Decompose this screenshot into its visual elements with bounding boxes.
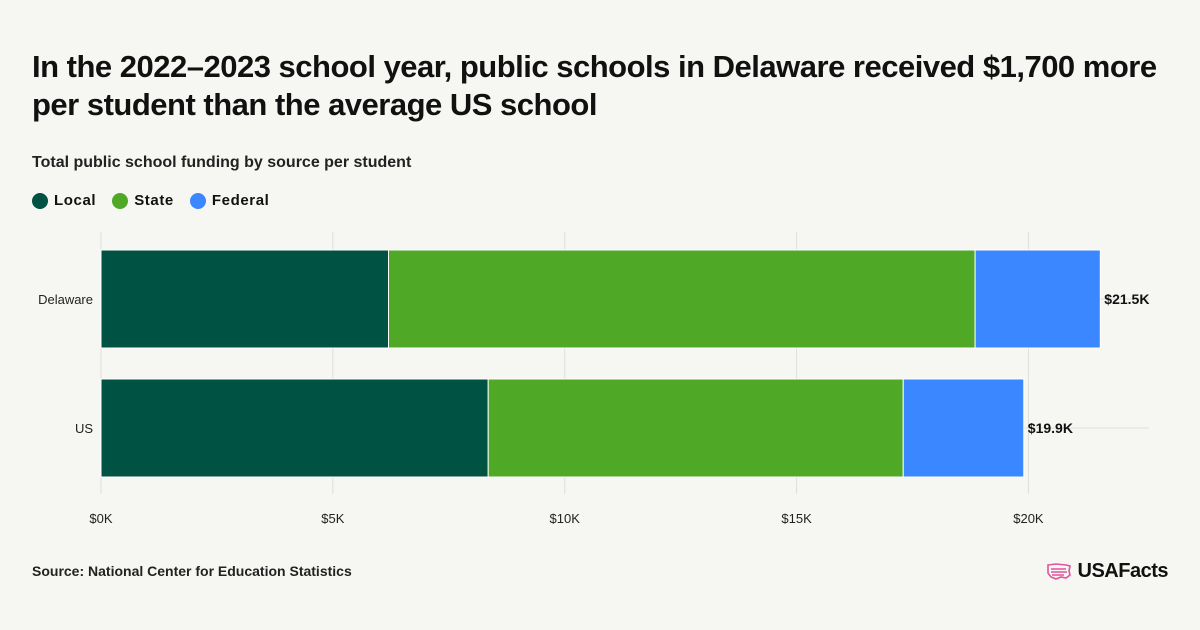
bar-federal-us [902,378,1025,478]
legend-item-local[interactable]: Local [32,192,96,209]
bar-state-us [487,378,904,478]
legend-swatch-local [32,192,48,209]
x-tick-label: $5K [321,511,344,526]
bar-local-us [100,378,489,478]
x-tick-label: $0K [89,511,112,526]
legend-item-state[interactable]: State [112,192,174,209]
brand-logo[interactable]: USAFacts [1046,560,1169,583]
y-tick-label: Delaware [38,292,93,307]
legend-label-federal: Federal [211,192,270,209]
legend: Local State Federal [32,192,269,209]
x-tick-label: $10K [550,511,581,526]
x-tick-label: $15K [781,511,812,526]
chart-title: In the 2022–2023 school year, public sch… [32,49,1157,122]
chart-subtitle: Total public school funding by source pe… [32,154,412,171]
legend-swatch-state [112,192,129,209]
us-map-flag-icon [1046,562,1071,580]
legend-item-federal[interactable]: Federal [189,192,270,209]
bar-state-delaware [388,249,976,349]
bar-federal-delaware [974,249,1101,349]
legend-swatch-federal [189,192,206,209]
total-label: $21.5K [1104,291,1149,307]
legend-label-local: Local [54,192,97,209]
y-tick-label: US [75,421,93,436]
total-label: $19.9K [1028,420,1073,436]
legend-label-state: State [134,192,174,209]
source-note: Source: National Center for Education St… [32,563,352,579]
brand-name: USAFacts [1077,560,1169,582]
bar-local-delaware [100,249,390,349]
x-tick-label: $20K [1013,511,1044,526]
